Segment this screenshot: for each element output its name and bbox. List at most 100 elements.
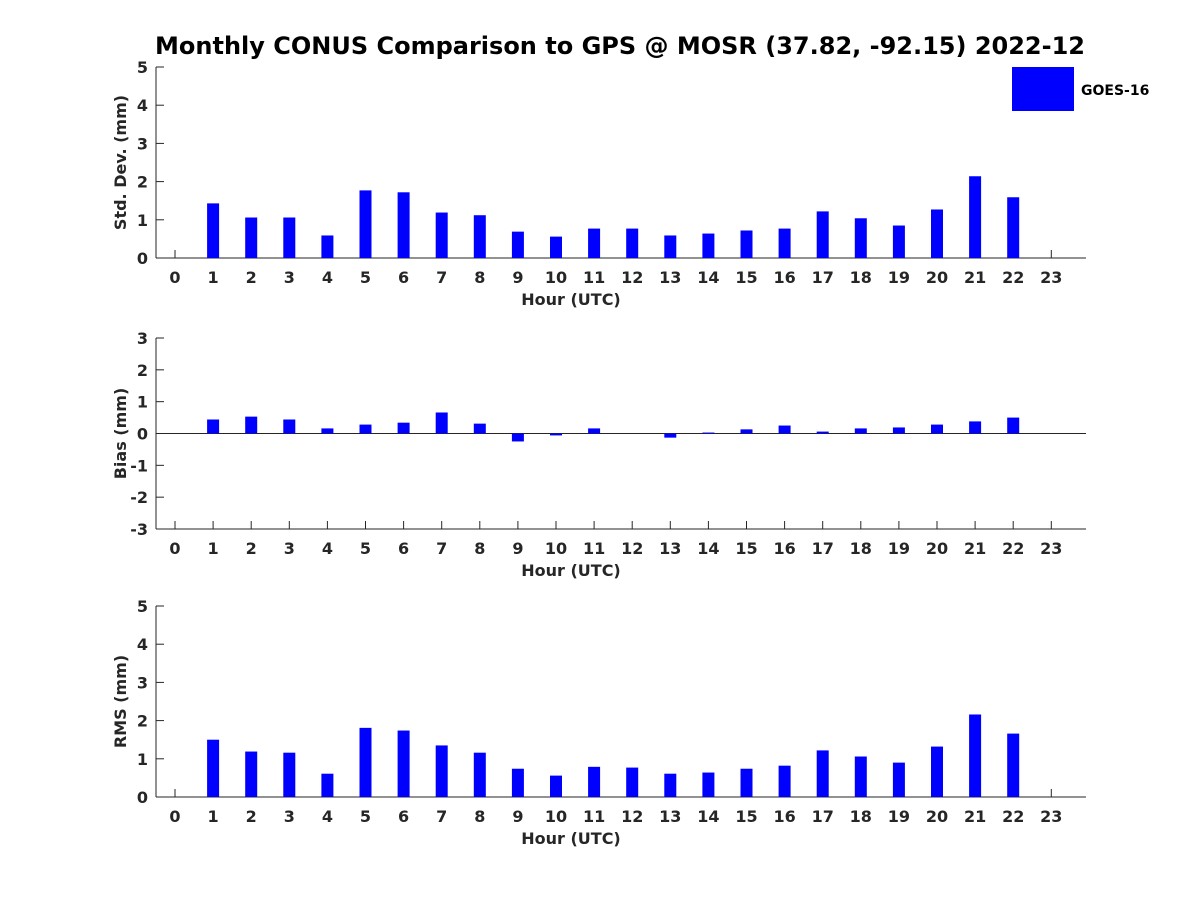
x-tick-label: 23 — [1040, 807, 1062, 826]
x-tick-label: 11 — [583, 807, 605, 826]
bar-hour-2 — [245, 217, 258, 258]
x-tick-label: 22 — [1002, 539, 1024, 558]
x-tick-label: 13 — [659, 268, 681, 287]
bar-hour-7 — [435, 412, 448, 434]
x-tick-label: 17 — [812, 807, 834, 826]
bar-hour-8 — [473, 752, 486, 797]
x-tick-label: 1 — [208, 268, 219, 287]
y-tick-label: 0 — [137, 425, 148, 444]
x-tick-label: 19 — [888, 807, 910, 826]
x-tick-label: 5 — [360, 268, 371, 287]
bar-hour-9 — [511, 231, 524, 258]
bar-hour-1 — [207, 739, 220, 797]
bar-hour-19 — [892, 427, 905, 434]
x-tick-label: 11 — [583, 539, 605, 558]
y-tick-label: -2 — [130, 488, 148, 507]
x-tick-label: 8 — [474, 807, 485, 826]
y-tick-label: 2 — [137, 712, 148, 731]
bar-hour-16 — [778, 228, 791, 258]
x-tick-label: 12 — [621, 807, 643, 826]
x-tick-label: 19 — [888, 539, 910, 558]
bar-hour-12 — [626, 228, 639, 258]
y-tick-label: -1 — [130, 456, 148, 475]
bar-hour-4 — [321, 428, 334, 434]
bar-hour-5 — [359, 727, 372, 797]
bar-hour-6 — [397, 192, 410, 258]
bar-hour-1 — [207, 419, 220, 434]
x-tick-label: 15 — [735, 807, 757, 826]
x-tick-label: 17 — [812, 268, 834, 287]
bar-hour-14 — [702, 772, 715, 797]
bar-hour-22 — [1007, 197, 1020, 258]
bar-hour-20 — [931, 746, 943, 797]
x-tick-label: 12 — [621, 539, 643, 558]
x-axis-label: Hour (UTC) — [521, 290, 621, 309]
x-tick-label: 13 — [659, 807, 681, 826]
x-tick-label: 6 — [398, 807, 409, 826]
bar-hour-6 — [397, 422, 410, 434]
bar-hour-11 — [588, 766, 601, 797]
y-tick-label: 5 — [137, 597, 148, 616]
bar-hour-12 — [626, 767, 639, 797]
x-tick-label: 16 — [773, 539, 795, 558]
y-tick-label: 0 — [137, 788, 148, 807]
bar-hour-16 — [778, 425, 791, 434]
x-tick-label: 5 — [360, 807, 371, 826]
x-tick-label: 14 — [697, 268, 719, 287]
bar-hour-6 — [397, 730, 410, 797]
x-tick-label: 8 — [474, 268, 485, 287]
bar-hour-13 — [664, 773, 677, 797]
x-tick-label: 2 — [246, 539, 257, 558]
x-tick-label: 6 — [398, 268, 409, 287]
y-tick-label: 4 — [137, 96, 148, 115]
x-tick-label: 18 — [850, 807, 872, 826]
x-tick-label: 21 — [964, 539, 986, 558]
bar-hour-17 — [816, 750, 829, 797]
y-tick-label: 2 — [137, 361, 148, 380]
y-tick-label: 3 — [137, 134, 148, 153]
y-tick-label: 3 — [137, 673, 148, 692]
bar-hour-15 — [740, 429, 753, 434]
x-tick-label: 7 — [436, 807, 447, 826]
x-tick-label: 1 — [208, 539, 219, 558]
x-tick-label: 10 — [545, 539, 567, 558]
x-tick-label: 16 — [773, 807, 795, 826]
legend-label: GOES-16 — [1081, 83, 1149, 99]
x-tick-label: 11 — [583, 268, 605, 287]
y-tick-label: 5 — [137, 58, 148, 77]
x-tick-label: 15 — [735, 539, 757, 558]
x-tick-label: 1 — [208, 807, 219, 826]
bar-hour-5 — [359, 424, 372, 434]
x-tick-label: 13 — [659, 539, 681, 558]
x-tick-label: 10 — [545, 807, 567, 826]
y-axis-label: Bias (mm) — [111, 388, 130, 480]
bar-hour-7 — [435, 212, 448, 258]
bar-hour-15 — [740, 768, 753, 797]
x-tick-label: 3 — [284, 807, 295, 826]
y-axis-label: Std. Dev. (mm) — [111, 95, 130, 230]
legend: GOES-16 — [1012, 67, 1149, 111]
y-tick-label: 0 — [137, 249, 148, 268]
bar-hour-3 — [283, 752, 296, 797]
bar-hour-4 — [321, 235, 334, 258]
bar-hour-21 — [969, 421, 982, 434]
bar-hour-11 — [588, 228, 601, 258]
x-tick-label: 17 — [812, 539, 834, 558]
x-tick-label: 23 — [1040, 268, 1062, 287]
bar-hour-5 — [359, 190, 372, 258]
x-tick-label: 20 — [926, 807, 948, 826]
bar-hour-14 — [702, 233, 715, 258]
x-tick-label: 2 — [246, 268, 257, 287]
y-axis-label: RMS (mm) — [111, 655, 130, 748]
x-tick-label: 6 — [398, 539, 409, 558]
x-tick-label: 4 — [322, 539, 333, 558]
bar-hour-13 — [664, 235, 677, 258]
x-axis-label: Hour (UTC) — [521, 561, 621, 580]
bar-hour-8 — [473, 215, 486, 258]
bar-hour-4 — [321, 773, 334, 797]
y-tick-label: 1 — [137, 750, 148, 769]
x-tick-label: 23 — [1040, 539, 1062, 558]
